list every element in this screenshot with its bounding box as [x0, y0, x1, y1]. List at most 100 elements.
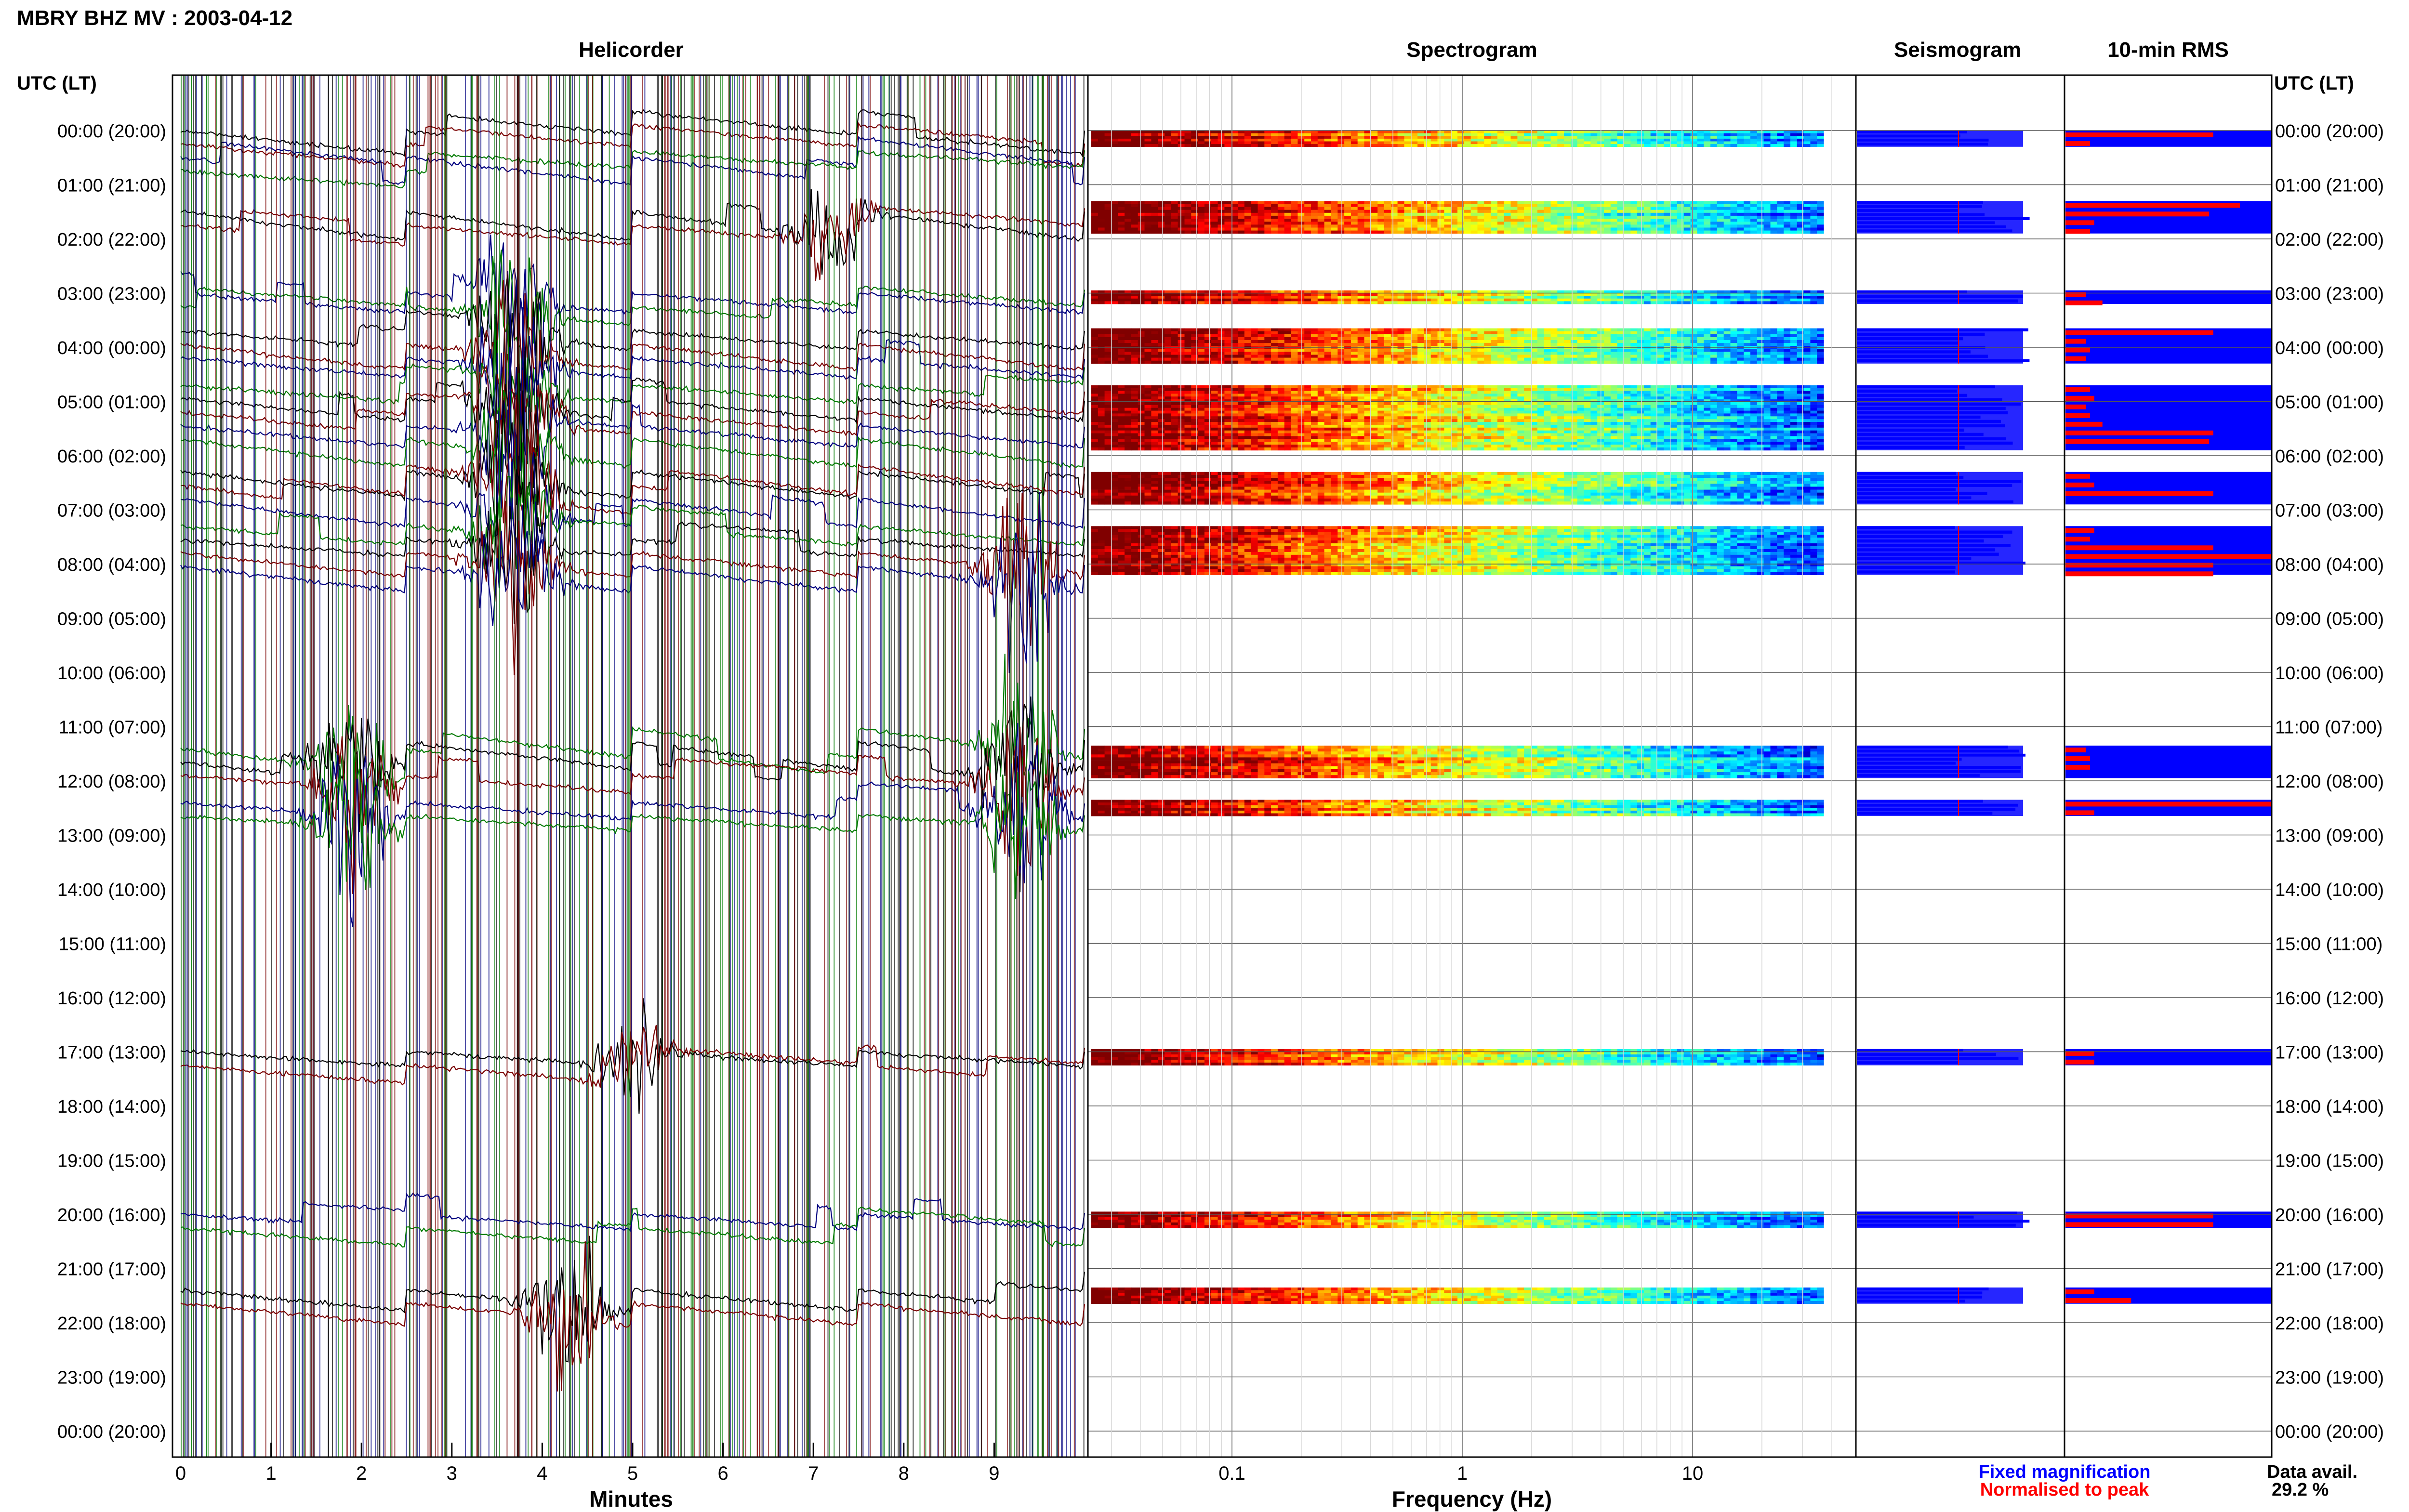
- spectrogram-cell: [1111, 144, 1118, 147]
- spectrogram-cell: [1777, 343, 1784, 346]
- spectrogram-cell: [1784, 334, 1791, 338]
- spectrogram-cell: [1737, 396, 1744, 400]
- spectrogram-cell: [1397, 133, 1404, 136]
- spectrogram-cell: [1470, 340, 1478, 343]
- spectrogram-cell: [1524, 340, 1531, 343]
- spectrogram-cell: [1630, 215, 1638, 219]
- spectrogram-cell: [1704, 207, 1711, 210]
- spectrogram-cell: [1224, 334, 1231, 338]
- spectrogram-cell: [1744, 355, 1751, 358]
- spectrogram-cell: [1184, 402, 1191, 406]
- spectrogram-cell: [1151, 141, 1158, 145]
- spectrogram-cell: [1610, 402, 1618, 406]
- spectrogram-cell: [1364, 394, 1371, 397]
- spectrogram-cell: [1683, 133, 1691, 136]
- spectrogram-cell: [1231, 385, 1238, 389]
- spectrogram-cell: [1730, 352, 1737, 355]
- spectrogram-cell: [1430, 227, 1438, 231]
- helicorder-trace: [180, 492, 1085, 675]
- spectrogram-cell: [1104, 391, 1112, 394]
- spectrogram-cell: [1211, 340, 1218, 343]
- spectrogram-cell: [1384, 141, 1391, 145]
- spectrogram-cell: [1657, 405, 1664, 408]
- spectrogram-cell: [1118, 131, 1125, 133]
- spectrogram-cell: [1650, 293, 1658, 296]
- spectrogram-cell: [1510, 138, 1518, 142]
- spectrogram-cell: [1364, 349, 1371, 352]
- spectrogram-cell: [1683, 328, 1691, 332]
- spectrogram-cell: [1384, 133, 1391, 136]
- spectrogram-cell: [1477, 357, 1484, 361]
- helicorder-trace: [180, 723, 1085, 927]
- spectrogram-cell: [1357, 138, 1365, 142]
- spectrogram-cell: [1350, 298, 1358, 302]
- spectrogram-cell: [1350, 385, 1358, 389]
- spectrogram-cell: [1484, 337, 1491, 341]
- spectrogram-cell: [1584, 207, 1591, 210]
- spectrogram-cell: [1224, 388, 1231, 391]
- spectrogram-cell: [1198, 352, 1205, 355]
- spectrogram-cell: [1257, 207, 1265, 210]
- spectrogram-cell: [1104, 212, 1112, 216]
- spectrogram-cell: [1610, 207, 1618, 210]
- spectrogram-cell: [1284, 224, 1292, 228]
- spectrogram-cell: [1397, 328, 1404, 332]
- spectrogram-cell: [1271, 212, 1278, 216]
- spectrogram-cell: [1098, 230, 1105, 234]
- spectrogram-cell: [1371, 138, 1378, 142]
- spectrogram-cell: [1723, 133, 1731, 136]
- spectrogram-cell: [1584, 131, 1591, 133]
- spectrogram-cell: [1257, 402, 1265, 406]
- spectrogram-cell: [1510, 131, 1518, 133]
- spectrogram-cell: [1504, 296, 1511, 299]
- spectrogram-cell: [1790, 224, 1798, 228]
- spectrogram-cell: [1271, 293, 1278, 296]
- spectrogram-cell: [1604, 334, 1611, 338]
- spectrogram-cell: [1491, 144, 1498, 147]
- spectrogram-cell: [1291, 337, 1298, 341]
- spectrogram-cell: [1264, 133, 1271, 136]
- spectrogram-cell: [1304, 334, 1311, 338]
- spectrogram-cell: [1344, 222, 1351, 225]
- spectrogram-cell: [1144, 355, 1152, 358]
- spectrogram-cell: [1777, 212, 1784, 216]
- spectrogram-cell: [1464, 141, 1471, 145]
- spectrogram-cell: [1683, 215, 1691, 219]
- spectrogram-cell: [1277, 136, 1285, 139]
- spectrogram-cell: [1650, 357, 1658, 361]
- spectrogram-cell: [1770, 360, 1777, 364]
- spectrogram-cell: [1723, 290, 1731, 293]
- spectrogram-cell: [1165, 331, 1172, 335]
- spectrogram-cell: [1683, 394, 1691, 397]
- spectrogram-cell: [1144, 204, 1152, 207]
- spectrogram-cell: [1317, 227, 1325, 231]
- time-axis-label-right: UTC (LT): [2274, 73, 2354, 94]
- rms-title: 10-min RMS: [2107, 38, 2229, 62]
- spectrogram-cell: [1304, 298, 1311, 302]
- spectrogram-cell: [1111, 136, 1118, 139]
- spectrogram-cell: [1464, 331, 1471, 335]
- spectrogram-cell: [1570, 399, 1578, 403]
- spectrogram-cell: [1231, 212, 1238, 216]
- spectrogram-cell: [1397, 219, 1404, 222]
- spectrogram-cell: [1710, 391, 1718, 394]
- spectrogram-cell: [1417, 334, 1425, 338]
- spectrogram-cell: [1191, 204, 1198, 207]
- spectrogram-cell: [1390, 207, 1398, 210]
- spectrogram-cell: [1624, 405, 1631, 408]
- spectrogram-cell: [1477, 210, 1484, 213]
- spectrogram-cell: [1324, 222, 1331, 225]
- spectrogram-cell: [1251, 290, 1258, 293]
- spectrogram-cell: [1630, 337, 1638, 341]
- spectrogram-cell: [1317, 402, 1325, 406]
- spectrogram-cell: [1763, 301, 1771, 304]
- spectrogram-cell: [1377, 385, 1385, 389]
- spectrogram-cell: [1784, 349, 1791, 352]
- spectrogram-cell: [1584, 138, 1591, 142]
- spectrogram-cell: [1291, 391, 1298, 394]
- spectrogram-cell: [1198, 355, 1205, 358]
- spectrogram-cell: [1211, 337, 1218, 341]
- spectrogram-cell: [1165, 293, 1172, 296]
- spectrogram-cell: [1670, 385, 1678, 389]
- spectrogram-cell: [1524, 334, 1531, 338]
